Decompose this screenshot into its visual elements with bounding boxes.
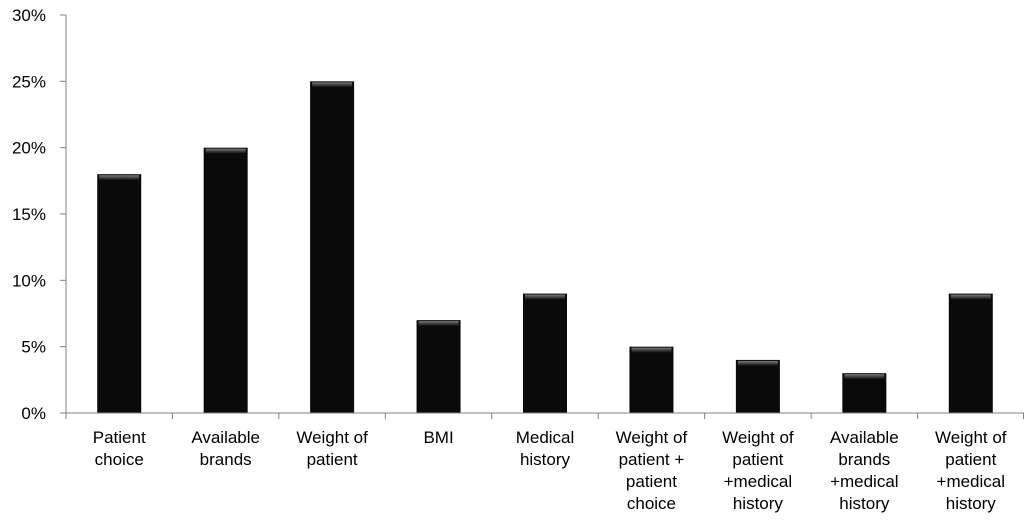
bar-body <box>203 147 248 413</box>
x-category-label-line: patient <box>945 450 996 469</box>
x-category-label: Available brands <box>191 428 260 469</box>
x-category-label-line: patient + <box>619 450 685 469</box>
x-category-label-line: history <box>520 450 571 469</box>
x-category-label-line: +medical <box>724 472 793 491</box>
y-tick-label: 30% <box>12 6 46 25</box>
x-category-label-line: Weight of <box>935 428 1007 447</box>
bar <box>948 293 993 413</box>
bar-body <box>97 174 142 413</box>
y-tick-label: 10% <box>12 271 46 290</box>
x-axis: Patient choice Available brands Weight of pat… <box>65 412 1024 513</box>
x-category-label: BMI <box>423 428 453 447</box>
y-axis: 0% 5% 10% 15% 20% 25% 30% <box>12 6 67 423</box>
bar-bevel <box>844 374 885 380</box>
x-category-label-line: brands <box>200 450 252 469</box>
bar-bevel <box>737 360 778 366</box>
bar <box>203 147 248 413</box>
bar <box>523 293 567 413</box>
bar <box>310 81 355 413</box>
x-category-label-line: Patient <box>93 428 146 447</box>
bar <box>842 373 887 413</box>
x-category-label: Weight of patient <box>296 428 368 469</box>
x-category-label-line: choice <box>627 494 676 513</box>
x-category-label-line: patient <box>626 472 677 491</box>
bar-bevel <box>99 175 140 181</box>
x-category-label-line: history <box>946 494 997 513</box>
x-category-label-line: +medical <box>937 472 1006 491</box>
x-category-label-line: Weight of <box>616 428 688 447</box>
x-category-label-line: history <box>733 494 784 513</box>
x-category-label-line: history <box>839 494 890 513</box>
x-category-label-line: Available <box>191 428 260 447</box>
x-category-label-line: patient <box>732 450 783 469</box>
bar-body <box>735 359 780 413</box>
x-category-label: Available brands +medical history <box>830 428 899 513</box>
bars <box>97 81 993 413</box>
x-category-label-line: Medical <box>516 428 575 447</box>
x-category-label-line: +medical <box>830 472 899 491</box>
bar-body <box>948 293 993 413</box>
y-tick-label: 0% <box>21 404 46 423</box>
y-tick-label: 25% <box>12 72 46 91</box>
y-tick-label: 20% <box>12 139 46 158</box>
x-category-label-line: brands <box>838 450 890 469</box>
x-category-label: Weight of patient +medical history <box>722 428 794 513</box>
bar-bevel <box>418 321 459 327</box>
x-category-label-line: choice <box>95 450 144 469</box>
x-category-label: Weight of patient +medical history <box>935 428 1007 513</box>
bar-body <box>416 320 461 413</box>
bar-body <box>310 81 355 413</box>
bar-body <box>523 293 567 413</box>
y-tick-label: 15% <box>12 205 46 224</box>
x-category-label-line: BMI <box>423 428 453 447</box>
x-category-label-line: patient <box>307 450 358 469</box>
x-category-label: Medical history <box>516 428 575 469</box>
bar <box>629 346 674 413</box>
x-category-label-line: Weight of <box>296 428 368 447</box>
bar-bevel <box>631 347 672 353</box>
x-category-label-line: Available <box>830 428 899 447</box>
x-category-label: Patient choice <box>93 428 146 469</box>
bar <box>97 174 142 413</box>
bar-bevel <box>205 148 246 154</box>
bar <box>416 320 461 413</box>
bar-bevel <box>525 294 565 300</box>
bar-body <box>842 373 887 413</box>
bar-bevel <box>312 82 353 88</box>
x-category-label-line: Weight of <box>722 428 794 447</box>
bar <box>735 359 780 413</box>
bar-bevel <box>950 294 991 300</box>
bar-body <box>629 346 674 413</box>
y-tick-label: 5% <box>21 338 46 357</box>
x-category-label: Weight of patient + patient choice <box>616 428 688 513</box>
